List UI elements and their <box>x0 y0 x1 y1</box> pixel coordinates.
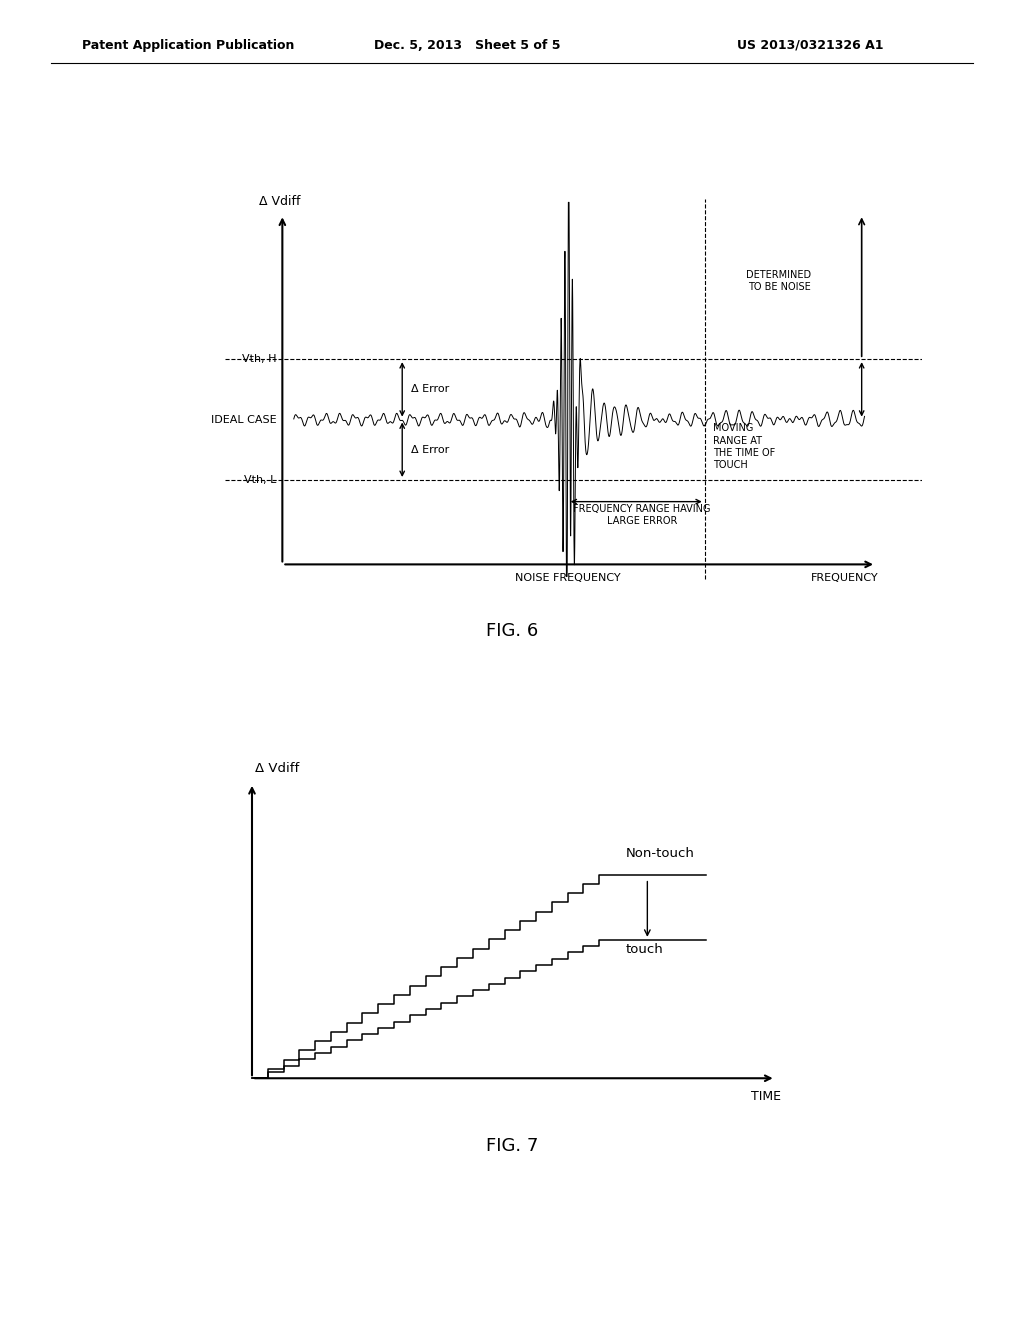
Text: FREQUENCY: FREQUENCY <box>811 573 879 583</box>
Text: FIG. 6: FIG. 6 <box>485 622 539 640</box>
Text: FREQUENCY RANGE HAVING
LARGE ERROR: FREQUENCY RANGE HAVING LARGE ERROR <box>573 504 711 525</box>
Text: NOISE FREQUENCY: NOISE FREQUENCY <box>515 573 621 583</box>
Text: Δ Vdiff: Δ Vdiff <box>255 762 299 775</box>
Text: touch: touch <box>626 944 664 957</box>
Text: Patent Application Publication: Patent Application Publication <box>82 38 294 51</box>
Text: DETERMINED
TO BE NOISE: DETERMINED TO BE NOISE <box>746 271 811 292</box>
Text: IDEAL CASE: IDEAL CASE <box>211 414 276 425</box>
Text: Δ Vdiff: Δ Vdiff <box>259 195 300 209</box>
Text: US 2013/0321326 A1: US 2013/0321326 A1 <box>737 38 884 51</box>
Text: MOVING
RANGE AT
THE TIME OF
TOUCH: MOVING RANGE AT THE TIME OF TOUCH <box>714 424 775 470</box>
Text: Vth, H: Vth, H <box>242 354 276 364</box>
Text: Δ Error: Δ Error <box>411 445 450 455</box>
Text: FIG. 7: FIG. 7 <box>485 1137 539 1155</box>
Text: Δ Error: Δ Error <box>411 384 450 395</box>
Text: Dec. 5, 2013   Sheet 5 of 5: Dec. 5, 2013 Sheet 5 of 5 <box>374 38 560 51</box>
Text: TIME: TIME <box>751 1090 781 1104</box>
Text: Non-touch: Non-touch <box>626 847 695 861</box>
Text: Vth, L: Vth, L <box>245 475 276 484</box>
